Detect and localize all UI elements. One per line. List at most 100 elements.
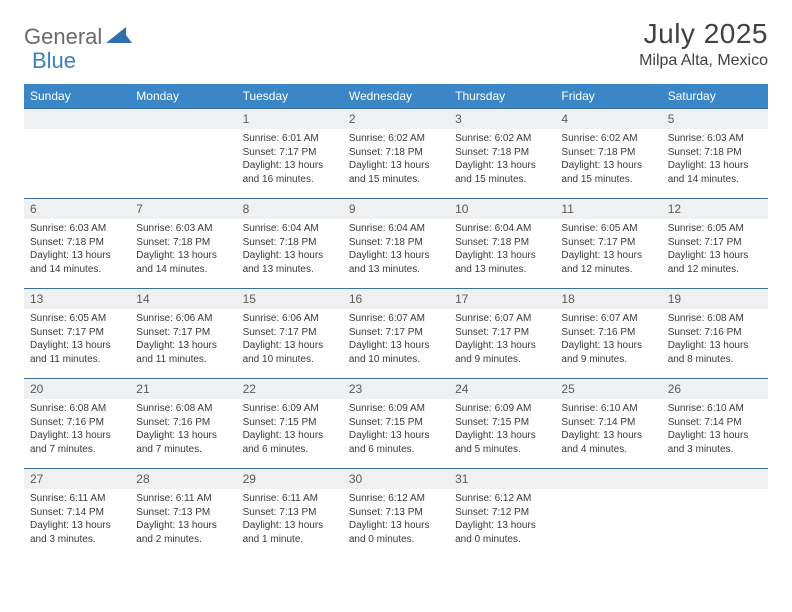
day-number: 8 xyxy=(237,199,343,219)
calendar-day-cell: 11Sunrise: 6:05 AMSunset: 7:17 PMDayligh… xyxy=(555,199,661,289)
day-details: Sunrise: 6:08 AMSunset: 7:16 PMDaylight:… xyxy=(24,399,130,462)
day-details: Sunrise: 6:06 AMSunset: 7:17 PMDaylight:… xyxy=(237,309,343,372)
day-number: 15 xyxy=(237,289,343,309)
day-details: Sunrise: 6:02 AMSunset: 7:18 PMDaylight:… xyxy=(555,129,661,192)
calendar-day-cell xyxy=(24,109,130,199)
day-number: 23 xyxy=(343,379,449,399)
day-number: 29 xyxy=(237,469,343,489)
day-number: 22 xyxy=(237,379,343,399)
day-number-empty xyxy=(130,109,236,129)
day-details: Sunrise: 6:04 AMSunset: 7:18 PMDaylight:… xyxy=(237,219,343,282)
calendar-day-cell: 9Sunrise: 6:04 AMSunset: 7:18 PMDaylight… xyxy=(343,199,449,289)
day-details: Sunrise: 6:04 AMSunset: 7:18 PMDaylight:… xyxy=(449,219,555,282)
header: General July 2025 Milpa Alta, Mexico xyxy=(24,18,768,70)
day-number-empty xyxy=(662,469,768,489)
calendar-day-cell: 29Sunrise: 6:11 AMSunset: 7:13 PMDayligh… xyxy=(237,469,343,559)
calendar-day-cell: 5Sunrise: 6:03 AMSunset: 7:18 PMDaylight… xyxy=(662,109,768,199)
day-number: 21 xyxy=(130,379,236,399)
calendar-day-cell: 10Sunrise: 6:04 AMSunset: 7:18 PMDayligh… xyxy=(449,199,555,289)
day-number: 25 xyxy=(555,379,661,399)
day-number: 3 xyxy=(449,109,555,129)
day-of-week-row: SundayMondayTuesdayWednesdayThursdayFrid… xyxy=(24,84,768,109)
day-number: 5 xyxy=(662,109,768,129)
calendar-day-cell: 25Sunrise: 6:10 AMSunset: 7:14 PMDayligh… xyxy=(555,379,661,469)
day-number: 6 xyxy=(24,199,130,219)
day-details: Sunrise: 6:07 AMSunset: 7:17 PMDaylight:… xyxy=(343,309,449,372)
calendar-day-cell: 19Sunrise: 6:08 AMSunset: 7:16 PMDayligh… xyxy=(662,289,768,379)
calendar-day-cell: 27Sunrise: 6:11 AMSunset: 7:14 PMDayligh… xyxy=(24,469,130,559)
day-number: 19 xyxy=(662,289,768,309)
calendar-day-cell: 26Sunrise: 6:10 AMSunset: 7:14 PMDayligh… xyxy=(662,379,768,469)
calendar-table: SundayMondayTuesdayWednesdayThursdayFrid… xyxy=(24,84,768,559)
day-number: 11 xyxy=(555,199,661,219)
calendar-day-cell: 14Sunrise: 6:06 AMSunset: 7:17 PMDayligh… xyxy=(130,289,236,379)
day-details: Sunrise: 6:01 AMSunset: 7:17 PMDaylight:… xyxy=(237,129,343,192)
day-details: Sunrise: 6:09 AMSunset: 7:15 PMDaylight:… xyxy=(449,399,555,462)
day-details: Sunrise: 6:03 AMSunset: 7:18 PMDaylight:… xyxy=(130,219,236,282)
day-details: Sunrise: 6:03 AMSunset: 7:18 PMDaylight:… xyxy=(662,129,768,192)
day-details: Sunrise: 6:05 AMSunset: 7:17 PMDaylight:… xyxy=(555,219,661,282)
calendar-day-cell: 18Sunrise: 6:07 AMSunset: 7:16 PMDayligh… xyxy=(555,289,661,379)
day-details: Sunrise: 6:12 AMSunset: 7:13 PMDaylight:… xyxy=(343,489,449,552)
day-number: 20 xyxy=(24,379,130,399)
day-number: 4 xyxy=(555,109,661,129)
day-of-week-header: Friday xyxy=(555,84,661,109)
day-details: Sunrise: 6:05 AMSunset: 7:17 PMDaylight:… xyxy=(24,309,130,372)
calendar-week-row: 27Sunrise: 6:11 AMSunset: 7:14 PMDayligh… xyxy=(24,469,768,559)
day-number: 26 xyxy=(662,379,768,399)
day-of-week-header: Wednesday xyxy=(343,84,449,109)
day-details: Sunrise: 6:10 AMSunset: 7:14 PMDaylight:… xyxy=(555,399,661,462)
day-of-week-header: Tuesday xyxy=(237,84,343,109)
day-details: Sunrise: 6:12 AMSunset: 7:12 PMDaylight:… xyxy=(449,489,555,552)
calendar-day-cell: 2Sunrise: 6:02 AMSunset: 7:18 PMDaylight… xyxy=(343,109,449,199)
calendar-day-cell: 21Sunrise: 6:08 AMSunset: 7:16 PMDayligh… xyxy=(130,379,236,469)
day-details: Sunrise: 6:11 AMSunset: 7:13 PMDaylight:… xyxy=(130,489,236,552)
calendar-day-cell xyxy=(130,109,236,199)
day-number: 16 xyxy=(343,289,449,309)
day-details: Sunrise: 6:07 AMSunset: 7:17 PMDaylight:… xyxy=(449,309,555,372)
day-details: Sunrise: 6:05 AMSunset: 7:17 PMDaylight:… xyxy=(662,219,768,282)
calendar-day-cell: 1Sunrise: 6:01 AMSunset: 7:17 PMDaylight… xyxy=(237,109,343,199)
day-number: 30 xyxy=(343,469,449,489)
page-title: July 2025 xyxy=(639,18,768,50)
day-details: Sunrise: 6:11 AMSunset: 7:13 PMDaylight:… xyxy=(237,489,343,552)
calendar-day-cell: 23Sunrise: 6:09 AMSunset: 7:15 PMDayligh… xyxy=(343,379,449,469)
title-block: July 2025 Milpa Alta, Mexico xyxy=(639,18,768,70)
calendar-day-cell xyxy=(662,469,768,559)
brand-part1: General xyxy=(24,24,102,50)
day-number: 10 xyxy=(449,199,555,219)
day-of-week-header: Monday xyxy=(130,84,236,109)
day-number: 1 xyxy=(237,109,343,129)
day-of-week-header: Thursday xyxy=(449,84,555,109)
day-number: 24 xyxy=(449,379,555,399)
calendar-day-cell: 22Sunrise: 6:09 AMSunset: 7:15 PMDayligh… xyxy=(237,379,343,469)
day-number: 2 xyxy=(343,109,449,129)
day-details: Sunrise: 6:07 AMSunset: 7:16 PMDaylight:… xyxy=(555,309,661,372)
day-number: 9 xyxy=(343,199,449,219)
day-number: 14 xyxy=(130,289,236,309)
day-of-week-header: Sunday xyxy=(24,84,130,109)
calendar-day-cell xyxy=(555,469,661,559)
calendar-day-cell: 15Sunrise: 6:06 AMSunset: 7:17 PMDayligh… xyxy=(237,289,343,379)
brand-logo: General xyxy=(24,24,134,50)
day-details: Sunrise: 6:08 AMSunset: 7:16 PMDaylight:… xyxy=(130,399,236,462)
calendar-day-cell: 17Sunrise: 6:07 AMSunset: 7:17 PMDayligh… xyxy=(449,289,555,379)
location-subtitle: Milpa Alta, Mexico xyxy=(639,52,768,70)
day-number: 28 xyxy=(130,469,236,489)
day-number: 27 xyxy=(24,469,130,489)
brand-part2: Blue xyxy=(32,48,76,73)
day-number-empty xyxy=(555,469,661,489)
calendar-day-cell: 30Sunrise: 6:12 AMSunset: 7:13 PMDayligh… xyxy=(343,469,449,559)
day-number: 17 xyxy=(449,289,555,309)
day-of-week-header: Saturday xyxy=(662,84,768,109)
calendar-week-row: 1Sunrise: 6:01 AMSunset: 7:17 PMDaylight… xyxy=(24,109,768,199)
calendar-week-row: 20Sunrise: 6:08 AMSunset: 7:16 PMDayligh… xyxy=(24,379,768,469)
calendar-day-cell: 6Sunrise: 6:03 AMSunset: 7:18 PMDaylight… xyxy=(24,199,130,289)
calendar-day-cell: 31Sunrise: 6:12 AMSunset: 7:12 PMDayligh… xyxy=(449,469,555,559)
calendar-day-cell: 13Sunrise: 6:05 AMSunset: 7:17 PMDayligh… xyxy=(24,289,130,379)
day-details: Sunrise: 6:09 AMSunset: 7:15 PMDaylight:… xyxy=(237,399,343,462)
calendar-day-cell: 8Sunrise: 6:04 AMSunset: 7:18 PMDaylight… xyxy=(237,199,343,289)
day-number: 31 xyxy=(449,469,555,489)
day-details: Sunrise: 6:03 AMSunset: 7:18 PMDaylight:… xyxy=(24,219,130,282)
day-details: Sunrise: 6:04 AMSunset: 7:18 PMDaylight:… xyxy=(343,219,449,282)
